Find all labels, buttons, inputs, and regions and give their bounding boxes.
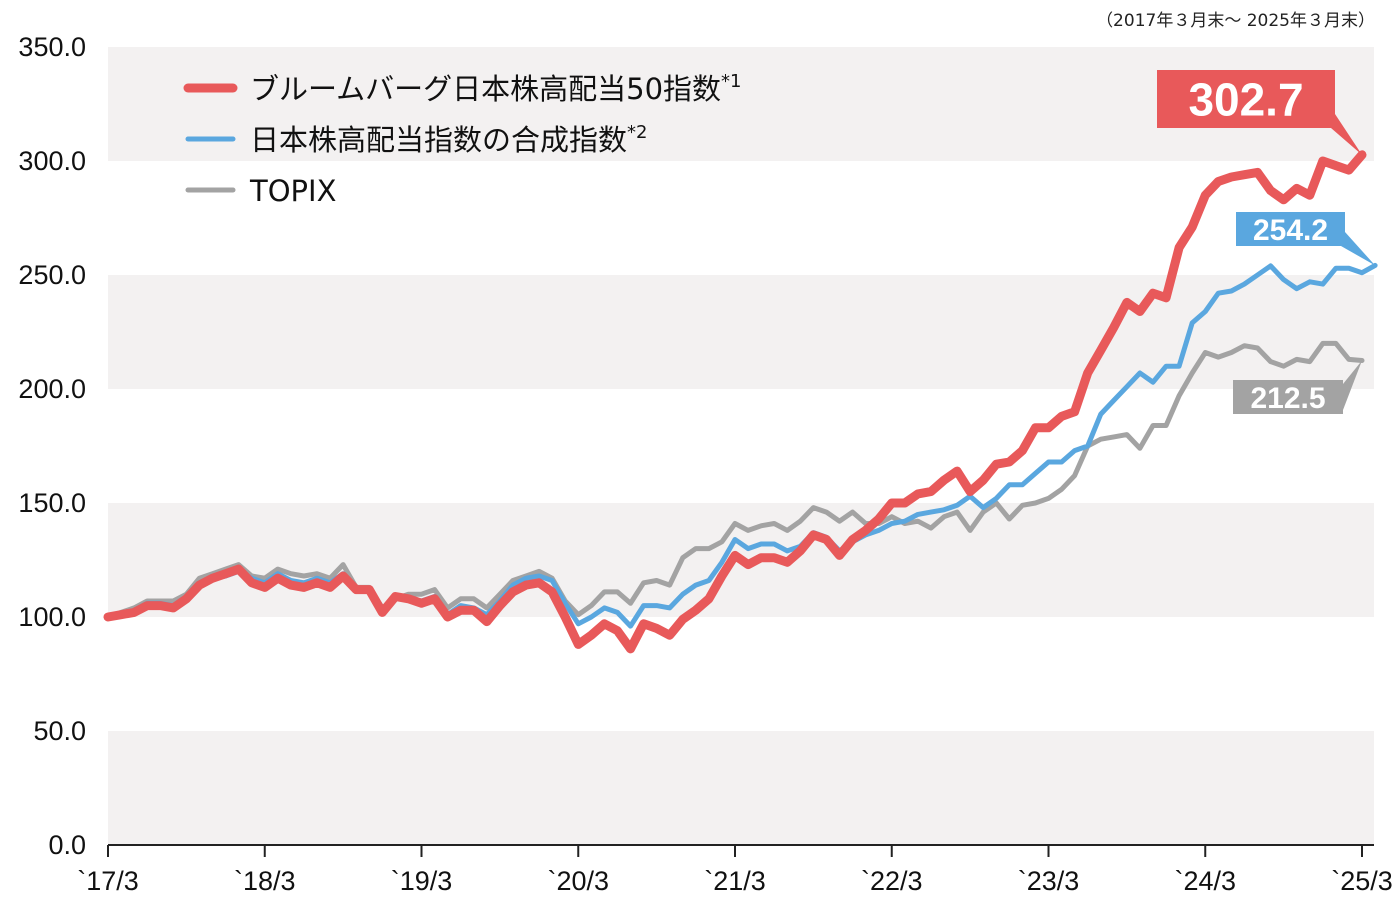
- callout-box-topix: [1233, 380, 1343, 414]
- y-tick-label: 100.0: [18, 602, 86, 632]
- x-tick-label: `22/3: [861, 866, 923, 896]
- x-tick-label: `17/3: [77, 866, 139, 896]
- series-lines: [103, 150, 1378, 654]
- x-tick-label: `23/3: [1018, 866, 1080, 896]
- axes: 0.0 50.0 100.0 150.0 200.0 250.0 300.0 350.0 `17…: [18, 32, 1392, 896]
- x-tick-label: `19/3: [391, 866, 453, 896]
- series-line-bloomberg: [103, 150, 1367, 654]
- callout-value-topix: 212.5: [1250, 382, 1325, 415]
- grid-band: [108, 275, 1374, 389]
- callout-value-synthetic: 254.2: [1253, 214, 1328, 247]
- period-note: （2017年３月末～ 2025年３月末）: [1096, 11, 1375, 31]
- x-tick-label: `20/3: [547, 866, 609, 896]
- y-tick-label: 300.0: [18, 146, 86, 176]
- y-tick-label: 350.0: [18, 32, 86, 62]
- callout-box-bloomberg: [1157, 70, 1335, 128]
- y-tick-label: 250.0: [18, 260, 86, 290]
- legend: ブルームバーグ日本株高配当50指数*1 日本株高配当指数の合成指数*2 TOPIX: [183, 71, 742, 208]
- callout-pointer-bloomberg: [1331, 114, 1362, 155]
- y-tick-label: 0.0: [48, 830, 86, 860]
- y-tick-label: 50.0: [33, 716, 86, 746]
- legend-label-topix: TOPIX: [249, 174, 336, 208]
- callout-box-synthetic: [1236, 212, 1345, 246]
- x-tick-label: `21/3: [704, 866, 766, 896]
- y-tick-label: 150.0: [18, 488, 86, 518]
- x-tick-label: `18/3: [234, 866, 296, 896]
- grid-band: [108, 731, 1374, 845]
- callout-pointer-synthetic: [1341, 232, 1376, 266]
- legend-label-bloomberg: ブルームバーグ日本株高配当50指数*1: [250, 71, 742, 106]
- callout-pointer-topix: [1343, 360, 1362, 410]
- legend-label-synthetic: 日本株高配当指数の合成指数*2: [250, 122, 647, 157]
- legend-note-synthetic: *2: [627, 122, 647, 143]
- end-value-callouts: 302.7 254.2 212.5: [1157, 70, 1376, 415]
- grid-bands: [108, 47, 1374, 845]
- x-tick-label: `24/3: [1174, 866, 1236, 896]
- x-tick-label: `25/3: [1331, 866, 1393, 896]
- callout-value-bloomberg: 302.7: [1188, 74, 1303, 126]
- series-line-topix: [105, 340, 1365, 620]
- y-tick-label: 200.0: [18, 374, 86, 404]
- legend-note-bloomberg: *1: [721, 71, 741, 92]
